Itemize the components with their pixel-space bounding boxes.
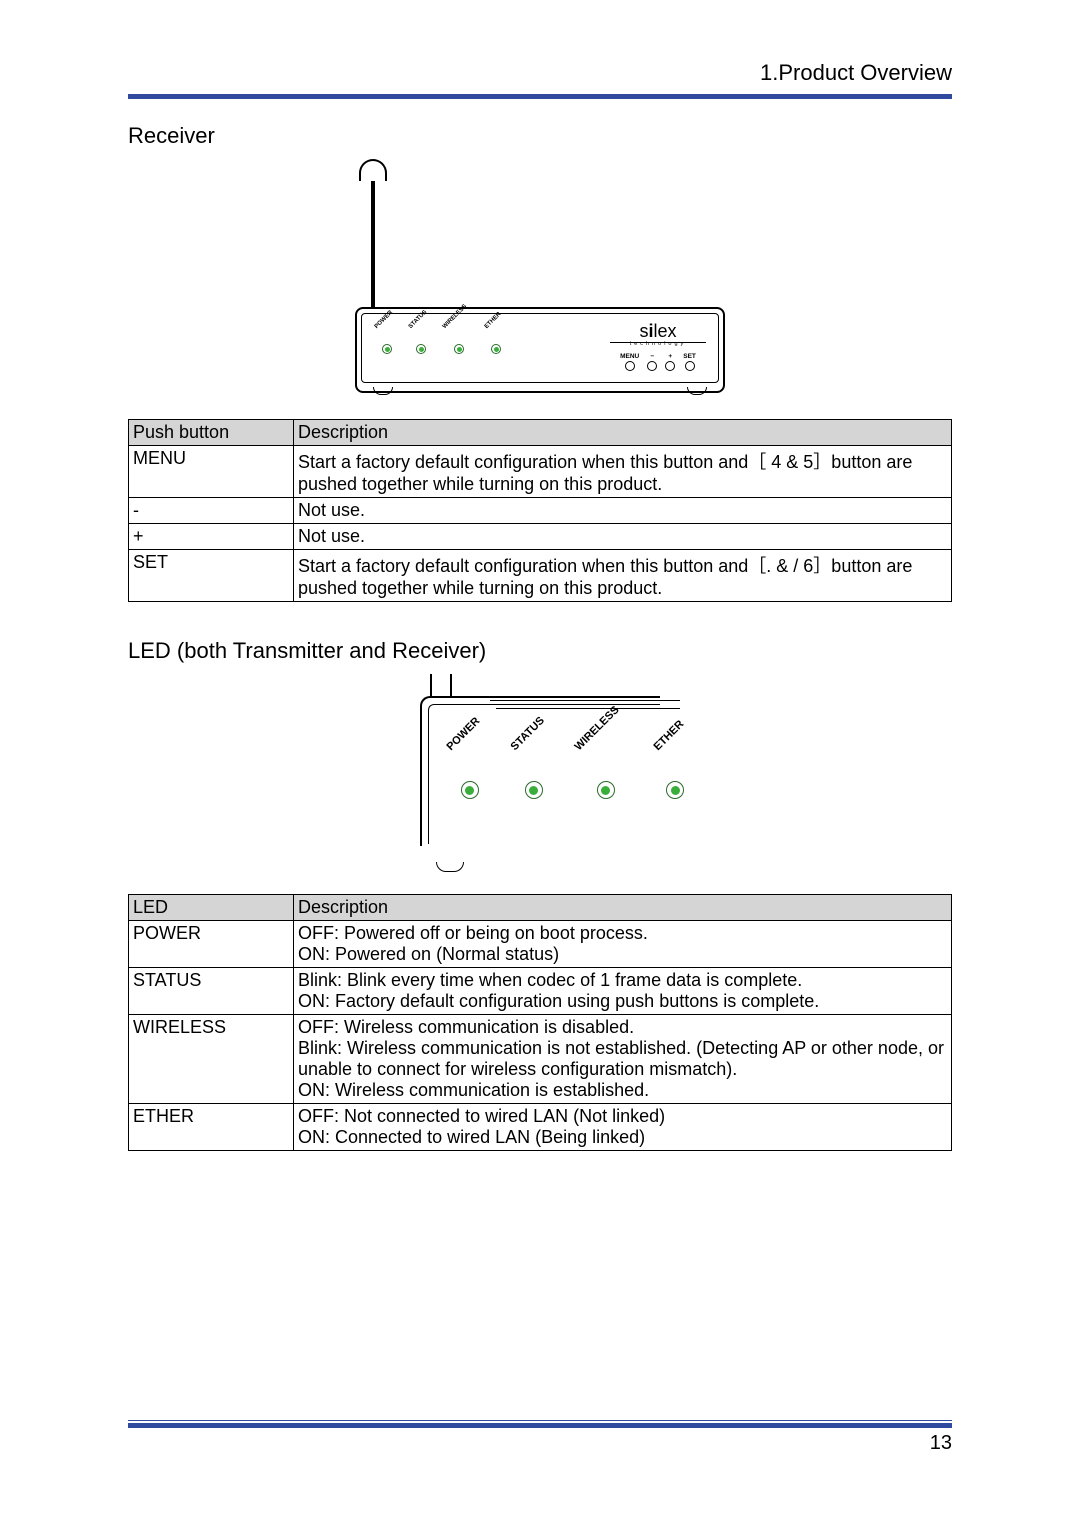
menu-button-icon: [625, 361, 635, 371]
cell-name: POWER: [129, 921, 294, 968]
led-label: POWER: [445, 715, 483, 753]
receiver-body: POWER STATUS WIRELESS ETHER silex techno…: [355, 307, 725, 393]
cell-name: MENU: [129, 446, 294, 498]
page-footer: 13: [128, 1420, 952, 1455]
page-content: 1.Product Overview Receiver POWER STATUS…: [128, 60, 952, 1455]
foot-icon: [373, 387, 393, 395]
brand-sub: technology: [610, 341, 706, 347]
btn-label: MENU: [620, 353, 639, 360]
table-header: Push button: [129, 420, 294, 446]
header-rule: [128, 94, 952, 99]
led-dot: [525, 781, 543, 799]
cell-desc: OFF: Wireless communication is disabled.…: [294, 1015, 952, 1104]
cell-desc: Blink: Blink every time when codec of 1 …: [294, 968, 952, 1015]
cell-desc: Not use.: [294, 524, 952, 550]
led-dot: [666, 781, 684, 799]
btn-label: −: [650, 353, 654, 360]
receiver-inner: POWER STATUS WIRELESS ETHER silex techno…: [361, 313, 719, 383]
chapter-title: 1.Product Overview: [128, 60, 952, 94]
led-body: POWER STATUS WIRELESS ETHER: [420, 696, 660, 846]
set-button-icon: [685, 361, 695, 371]
cell-name: SET: [129, 550, 294, 602]
led-figure: POWER STATUS WIRELESS ETHER: [128, 674, 952, 874]
led-label: WIRELESS: [442, 304, 468, 330]
led-label: ETHER: [652, 718, 687, 753]
footer-rule-thick: [128, 1423, 952, 1428]
plus-button-icon: [665, 361, 675, 371]
table-row: ETHER OFF: Not connected to wired LAN (N…: [129, 1104, 952, 1151]
btn-label: +: [668, 353, 672, 360]
section-receiver-title: Receiver: [128, 123, 952, 149]
led-dot: [382, 344, 392, 354]
section-led-title: LED (both Transmitter and Receiver): [128, 638, 952, 664]
led-label: WIRELESS: [572, 704, 621, 753]
receiver-figure: POWER STATUS WIRELESS ETHER silex techno…: [128, 159, 952, 399]
table-row: + Not use.: [129, 524, 952, 550]
receiver-led-block: POWER STATUS WIRELESS ETHER: [374, 324, 508, 354]
table-header: LED: [129, 895, 294, 921]
antenna-icon: [371, 181, 375, 309]
page-number: 13: [128, 1432, 952, 1455]
antenna-tip: [359, 159, 387, 181]
led-dot: [597, 781, 615, 799]
cell-name: +: [129, 524, 294, 550]
led-label: POWER: [374, 310, 394, 330]
table-header: Description: [294, 420, 952, 446]
minus-button-icon: [647, 361, 657, 371]
cell-name: ETHER: [129, 1104, 294, 1151]
led-dot: [491, 344, 501, 354]
cell-desc: Start a factory default configuration wh…: [294, 446, 952, 498]
led-dot: [461, 781, 479, 799]
led-dot: [454, 344, 464, 354]
led-table: LED Description POWER OFF: Powered off o…: [128, 894, 952, 1151]
footer-rule: [128, 1420, 952, 1421]
foot-icon: [687, 387, 707, 395]
led-label: ETHER: [484, 311, 503, 330]
table-row: MENU Start a factory default configurati…: [129, 446, 952, 498]
button-row: MENU − + SET: [610, 353, 706, 371]
cell-name: -: [129, 498, 294, 524]
antenna-base-icon: [430, 674, 452, 696]
led-dot: [416, 344, 426, 354]
brand-logo: silex: [610, 322, 706, 343]
cell-desc: OFF: Powered off or being on boot proces…: [294, 921, 952, 968]
brand-block: silex technology MENU − + SET: [610, 322, 706, 371]
foot-icon: [436, 862, 464, 872]
table-row: - Not use.: [129, 498, 952, 524]
led-block: POWER STATUS WIRELESS ETHER: [445, 741, 698, 799]
cell-desc: Not use.: [294, 498, 952, 524]
table-row: SET Start a factory default configuratio…: [129, 550, 952, 602]
table-row: STATUS Blink: Blink every time when code…: [129, 968, 952, 1015]
push-button-table: Push button Description MENU Start a fac…: [128, 419, 952, 602]
led-label: STATUS: [508, 715, 546, 753]
table-row: POWER OFF: Powered off or being on boot …: [129, 921, 952, 968]
table-row: WIRELESS OFF: Wireless communication is …: [129, 1015, 952, 1104]
cell-name: STATUS: [129, 968, 294, 1015]
cell-desc: Start a factory default configuration wh…: [294, 550, 952, 602]
btn-label: SET: [683, 353, 696, 360]
cell-desc: OFF: Not connected to wired LAN (Not lin…: [294, 1104, 952, 1151]
cell-name: WIRELESS: [129, 1015, 294, 1104]
led-label: STATUS: [407, 309, 428, 330]
table-header: Description: [294, 895, 952, 921]
